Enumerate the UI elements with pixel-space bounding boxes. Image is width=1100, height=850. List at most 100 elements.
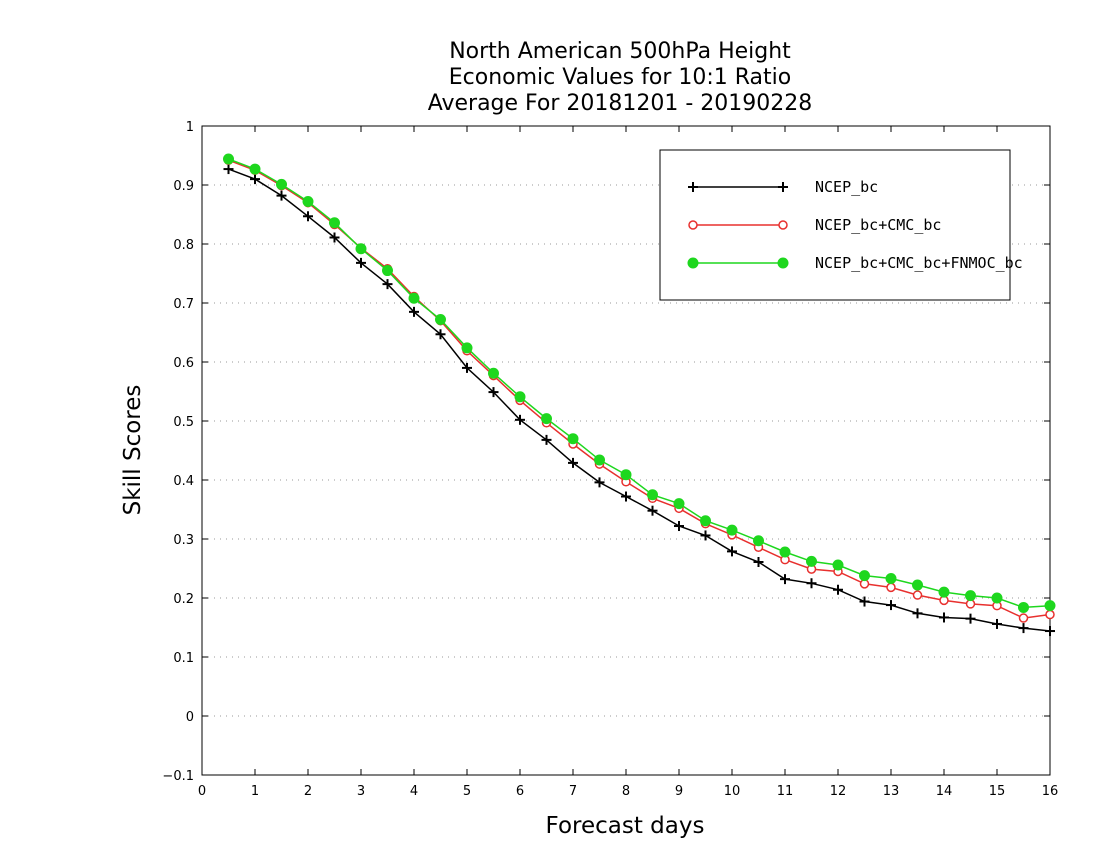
title-line-2: Economic Values for 10:1 Ratio [449, 65, 791, 90]
data-point [885, 573, 897, 585]
legend-item-1: NCEP_bc [688, 178, 878, 196]
series-layer [223, 153, 1056, 637]
legend-label: NCEP_bc+CMC_bc+FNMOC_bc [815, 254, 1023, 272]
data-point [779, 546, 791, 558]
y-tick-label: 0.3 [173, 533, 194, 548]
data-point [806, 578, 817, 589]
y-tick-label: 0.8 [173, 238, 194, 253]
axis-ticks [201, 125, 1051, 776]
x-tick-label: 9 [675, 784, 683, 799]
chart-title: North American 500hPa Height Economic Va… [428, 39, 813, 116]
x-tick-label: 6 [516, 784, 524, 799]
data-point [621, 491, 631, 502]
data-point [435, 314, 446, 326]
data-point [912, 590, 923, 600]
legend-label: NCEP_bc+CMC_bc [815, 216, 941, 234]
data-point [382, 265, 393, 277]
y-tick-label: 0.9 [173, 179, 194, 194]
data-point [939, 612, 949, 623]
y-tick-label: 0.2 [173, 592, 194, 607]
data-point [488, 367, 499, 379]
legend-item-2: NCEP_bc+CMC_bc [688, 216, 941, 234]
data-point [647, 505, 658, 516]
data-point [700, 515, 711, 527]
x-tick-label: 10 [724, 784, 741, 799]
data-point [1018, 613, 1029, 623]
data-point [832, 559, 844, 571]
data-point [965, 590, 976, 602]
x-tick-label: 5 [463, 784, 471, 799]
data-point [700, 530, 711, 541]
data-point [806, 555, 817, 567]
data-point [355, 243, 367, 255]
x-tick-label: 15 [989, 784, 1006, 799]
series-3 [223, 153, 1056, 613]
data-point [647, 489, 658, 501]
x-tick-label: 3 [357, 784, 365, 799]
data-point [541, 434, 552, 445]
legend-marker [778, 182, 788, 192]
data-point [912, 608, 923, 619]
x-tick-label: 7 [569, 784, 577, 799]
data-point [594, 454, 605, 466]
legend-marker [778, 220, 788, 230]
data-point [541, 413, 552, 425]
data-point [674, 521, 684, 532]
data-point [859, 596, 870, 607]
data-point [302, 196, 314, 208]
data-point [1045, 626, 1055, 637]
x-tick-label: 11 [777, 784, 794, 799]
x-tick-label: 12 [830, 784, 847, 799]
legend-items: NCEP_bc NCEP_bc+CMC_bc NCEP_bc+CMC_bc+FNMO… [687, 178, 1023, 272]
data-point [594, 477, 605, 488]
legend: NCEP_bc NCEP_bc+CMC_bc NCEP_bc+CMC_bc+FNMO… [659, 149, 1023, 301]
data-point [329, 232, 340, 243]
x-tick-label: 1 [251, 784, 259, 799]
data-point [435, 329, 446, 340]
data-point [886, 600, 896, 611]
data-point [886, 582, 896, 593]
y-tick-label: 0.4 [173, 474, 194, 489]
data-point [673, 498, 685, 510]
data-point [515, 414, 525, 425]
y-tick-label: 0.6 [173, 356, 194, 371]
data-point [753, 557, 764, 568]
y-tick-label: 1 [186, 120, 194, 135]
legend-marker [688, 182, 698, 192]
data-point [780, 574, 790, 585]
data-point [462, 362, 472, 373]
data-point [250, 174, 260, 185]
data-point [726, 524, 738, 536]
data-point [1018, 601, 1029, 613]
series-line [228, 168, 1051, 632]
data-point [514, 391, 526, 403]
y-axis-title: Skill Scores [120, 385, 146, 516]
x-axis-title: Forecast days [546, 813, 705, 839]
data-point [461, 342, 473, 354]
data-point [833, 584, 843, 595]
data-point [1045, 609, 1055, 620]
legend-marker [688, 220, 698, 230]
data-point [991, 592, 1003, 604]
x-tick-label: 2 [304, 784, 312, 799]
title-line-1: North American 500hPa Height [449, 39, 791, 64]
legend-label: NCEP_bc [815, 178, 878, 196]
data-point [965, 613, 976, 624]
y-tick-label: 0 [186, 710, 194, 725]
x-tick-label: 14 [936, 784, 953, 799]
data-point [409, 306, 419, 317]
data-point [992, 618, 1002, 629]
x-axis-tick-labels: 0 1 2 3 4 5 6 7 8 9 10 11 12 13 14 15 16 [198, 784, 1058, 799]
data-point [567, 433, 579, 445]
data-point [303, 211, 313, 222]
x-tick-label: 8 [622, 784, 630, 799]
data-point [568, 457, 578, 468]
data-point [276, 178, 287, 190]
y-tick-label: −0.1 [162, 769, 194, 784]
legend-marker [777, 257, 789, 269]
y-tick-label: 0.1 [173, 651, 194, 666]
data-point [276, 190, 287, 201]
data-point [727, 546, 737, 557]
x-tick-label: 16 [1042, 784, 1059, 799]
